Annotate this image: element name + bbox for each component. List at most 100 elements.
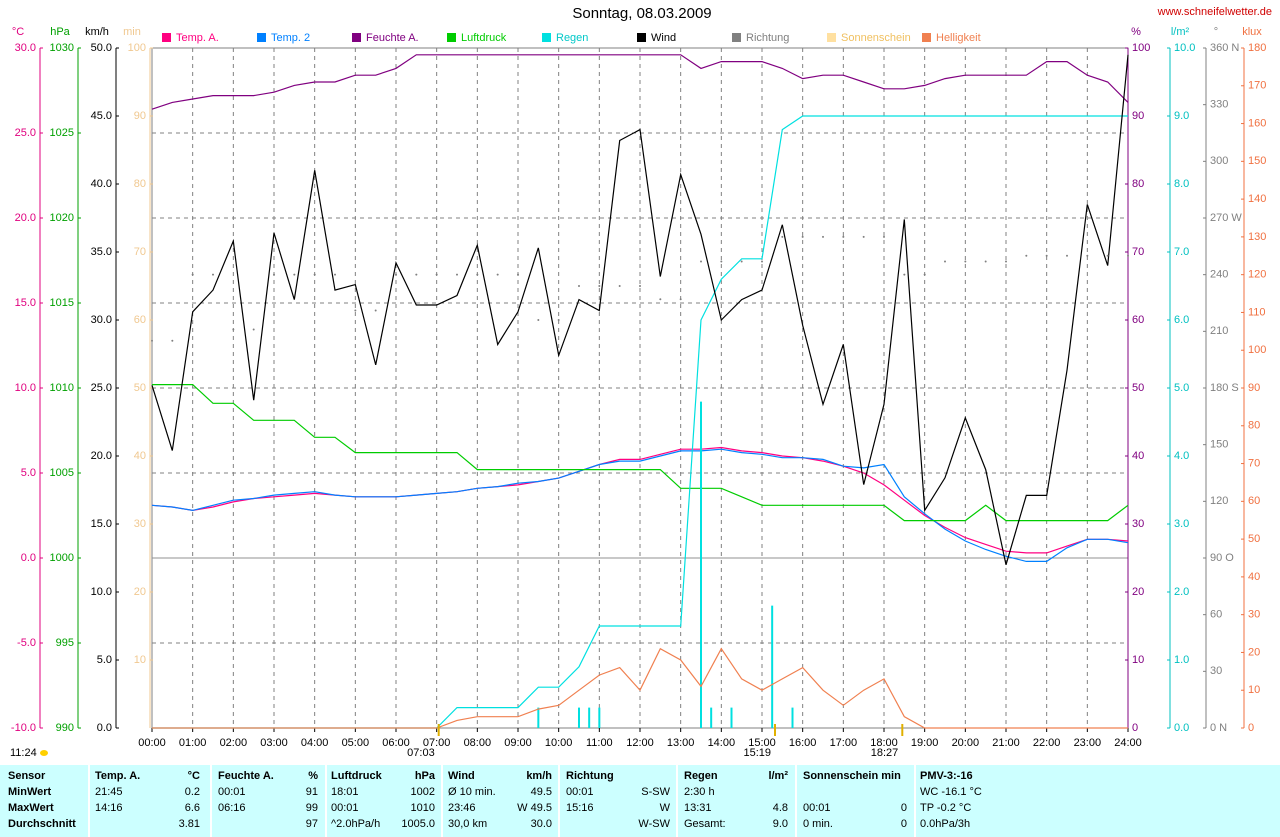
- legend-swatch: [732, 33, 741, 42]
- row-label: Durchschnitt: [8, 818, 76, 830]
- y-tick-label: 8.0: [1174, 178, 1189, 190]
- cell-right: 1002: [410, 786, 435, 798]
- y-tick-label: 330: [1210, 99, 1228, 111]
- y-tick-label: 60: [1248, 495, 1260, 507]
- cell-right: 0: [900, 802, 907, 814]
- y-tick-label: 130: [1248, 231, 1266, 243]
- y-tick-label: 70: [1132, 246, 1144, 258]
- direction-dot: [740, 260, 743, 263]
- x-tick-label: 16:00: [789, 737, 817, 749]
- cell-right: 1010: [410, 802, 435, 814]
- y-tick-label: 10: [1132, 654, 1144, 666]
- y-tick-label: 180: [1248, 42, 1266, 54]
- y-tick-label: 20.0: [91, 450, 112, 462]
- y-tick-label: 80: [1248, 420, 1260, 432]
- direction-dot: [700, 260, 702, 263]
- section-header: Temp. A.: [95, 770, 141, 782]
- y-tick-label: 1025: [50, 127, 74, 139]
- cell-right: W: [659, 802, 670, 814]
- y-tick-label: 15.0: [15, 297, 36, 309]
- cell-right: S-SW: [641, 786, 670, 798]
- section-header: Luftdruck: [331, 770, 382, 782]
- cell-right: 1005.0: [401, 818, 435, 830]
- x-tick-label: 02:00: [220, 737, 248, 749]
- direction-dot: [944, 260, 946, 263]
- row-label: MinWert: [8, 786, 52, 798]
- section-header: Regen: [684, 770, 718, 782]
- axis-unit: %: [1131, 26, 1141, 38]
- y-tick-label: 1020: [50, 212, 74, 224]
- cell-left: TP -0.2 °C: [920, 802, 972, 814]
- legend-label: Sonnenschein: [841, 32, 911, 44]
- x-tick-label: 06:00: [382, 737, 410, 749]
- cell-right: 30.0: [530, 818, 552, 830]
- direction-dot: [171, 339, 174, 342]
- y-tick-label: 10: [134, 654, 146, 666]
- y-tick-label: 1005: [50, 467, 74, 479]
- x-tick-label: 03:00: [260, 737, 288, 749]
- y-tick-label: 60: [1132, 314, 1144, 326]
- y-tick-label: 15.0: [91, 518, 112, 530]
- y-tick-label: 90: [1248, 382, 1260, 394]
- direction-dot: [781, 235, 784, 238]
- legend-label: Temp. 2: [271, 32, 310, 44]
- y-tick-label: 80: [134, 178, 146, 190]
- y-tick-label: 150: [1210, 439, 1228, 451]
- series-line: [152, 647, 1128, 729]
- chart-title: Sonntag, 08.03.2009: [572, 5, 711, 22]
- section-unit: hPa: [414, 770, 435, 782]
- cell-left: 18:01: [331, 786, 359, 798]
- legend-label: Richtung: [746, 32, 789, 44]
- y-tick-label: 4.0: [1174, 450, 1189, 462]
- direction-dot: [1066, 254, 1068, 257]
- y-tick-label: 0: [1132, 722, 1138, 734]
- direction-dot: [517, 273, 519, 276]
- y-tick-label: 30: [1248, 609, 1260, 621]
- cell-left: 0.0hPa/3h: [920, 818, 971, 830]
- cell-right: 49.5: [530, 786, 552, 798]
- cell-right: 6.6: [184, 802, 200, 814]
- direction-dot: [232, 328, 235, 331]
- legend-label: Helligkeit: [936, 32, 981, 44]
- direction-dot: [395, 273, 397, 276]
- y-tick-label: 10.0: [1174, 42, 1195, 54]
- axis-unit: hPa: [50, 26, 70, 38]
- x-tick-label: 09:00: [504, 737, 532, 749]
- cell-left: 13:31: [684, 802, 712, 814]
- direction-dot: [822, 235, 824, 238]
- separator: [325, 765, 327, 837]
- section-unit: °C: [187, 770, 200, 782]
- direction-dot: [964, 260, 967, 263]
- direction-dot: [334, 273, 336, 276]
- direction-dot: [883, 235, 885, 238]
- section-header: Feuchte A.: [218, 770, 274, 782]
- y-tick-label: 90: [134, 110, 146, 122]
- y-tick-label: 150: [1248, 155, 1266, 167]
- y-tick-label: 5.0: [1174, 382, 1189, 394]
- axis-unit: °: [1214, 26, 1218, 38]
- y-tick-label: 0 N: [1210, 722, 1227, 734]
- direction-dot: [1127, 254, 1129, 257]
- y-tick-label: 30: [1132, 518, 1144, 530]
- sun-mark-label: 18:27: [871, 747, 899, 759]
- chart: Sonntag, 08.03.2009 www.schneifelwetter.…: [10, 5, 1272, 759]
- y-tick-label: 40: [134, 450, 146, 462]
- y-tick-label: 210: [1210, 325, 1228, 337]
- cell-left: 00:01: [803, 802, 831, 814]
- legend-swatch: [447, 33, 456, 42]
- separator: [88, 765, 90, 837]
- cell-left: Gesamt:: [684, 818, 726, 830]
- cell-right: 9.0: [772, 818, 788, 830]
- y-tick-label: 100: [1248, 344, 1266, 356]
- y-tick-label: 5.0: [97, 654, 112, 666]
- y-tick-label: 10.0: [15, 382, 36, 394]
- direction-dot: [435, 273, 438, 276]
- x-tick-label: 10:00: [545, 737, 573, 749]
- y-tick-label: 20: [1132, 586, 1144, 598]
- direction-dot: [212, 273, 214, 276]
- direction-dot: [1025, 254, 1028, 257]
- y-tick-label: 1015: [50, 297, 74, 309]
- direction-dot: [496, 273, 499, 276]
- y-tick-label: 990: [56, 722, 74, 734]
- direction-dot: [761, 260, 763, 263]
